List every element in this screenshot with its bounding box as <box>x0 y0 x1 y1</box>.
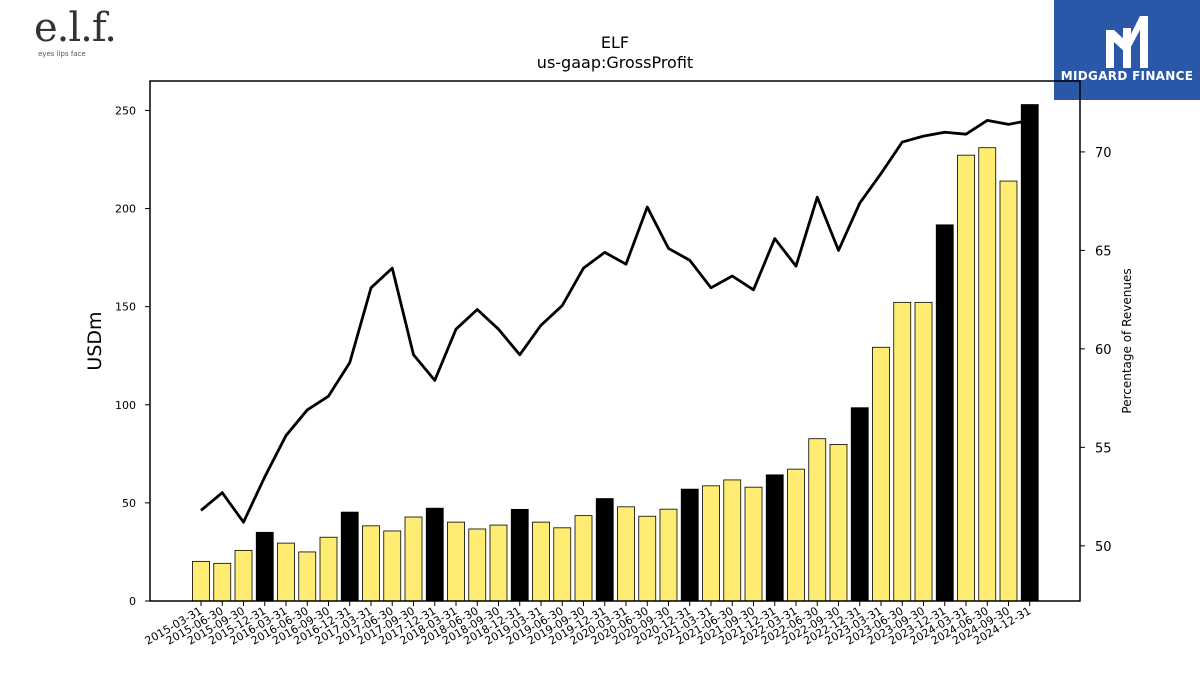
chart-subtitle: us-gaap:GrossProfit <box>537 53 693 72</box>
y2-tick-label: 55 <box>1095 441 1112 456</box>
line-series <box>200 118 1031 524</box>
y2-axis-label: Percentage of Revenues <box>1120 268 1134 413</box>
midgard-finance-name: MIDGARD FINANCE <box>1060 69 1194 83</box>
bar-2018-06-30 <box>468 528 487 602</box>
bar-2021-03-31 <box>702 485 720 602</box>
bar-2023-09-30 <box>914 301 933 602</box>
bar-2019-12-31 <box>595 498 614 602</box>
bar-2019-06-30 <box>553 527 572 602</box>
bar-2024-12-31 <box>1020 104 1039 602</box>
elf-wordmark: e.l.f. <box>34 5 117 51</box>
elf-tagline: eyes lips face <box>38 50 86 58</box>
bar-2022-06-30 <box>808 438 827 602</box>
bar-2023-03-31 <box>872 346 890 602</box>
bar-2018-12-31 <box>510 508 529 602</box>
bar-2017-06-30 <box>383 530 402 602</box>
y2-tick-label: 50 <box>1095 540 1112 555</box>
bar-2017-12-31 <box>425 507 444 602</box>
bar-series <box>192 104 1039 602</box>
y2-tick-label: 70 <box>1095 146 1112 161</box>
bar-2017-03-31 <box>362 525 380 602</box>
bar-2020-09-30 <box>659 508 678 602</box>
chart-title: ELF <box>601 33 629 52</box>
plot-frame <box>149 80 1081 602</box>
bar-2021-09-30 <box>744 486 763 602</box>
bar-2016-03-31 <box>277 542 295 602</box>
bar-2019-09-30 <box>574 515 593 602</box>
y-tick-label: 150 <box>115 301 136 314</box>
bar-2018-03-31 <box>447 521 465 602</box>
bar-2015-09-30 <box>234 549 253 602</box>
axes: 05010015020025050556065702015-03-312015-… <box>115 80 1112 648</box>
bar-2015-06-30 <box>213 562 232 602</box>
bar-2024-09-30 <box>999 180 1018 602</box>
y-axis-label: USDm <box>84 311 106 370</box>
bar-2015-12-31 <box>255 531 274 602</box>
bar-2016-09-30 <box>319 536 338 602</box>
y-tick-label: 100 <box>115 399 136 412</box>
bar-2022-09-30 <box>829 444 848 602</box>
bar-2023-12-31 <box>935 224 954 602</box>
bar-2022-12-31 <box>850 407 869 602</box>
bar-2020-06-30 <box>638 515 657 602</box>
bar-2021-06-30 <box>723 479 742 602</box>
bar-2021-12-31 <box>765 474 784 602</box>
bar-2017-09-30 <box>404 516 423 602</box>
bar-2020-03-31 <box>617 506 635 602</box>
y-tick-label: 0 <box>129 595 136 608</box>
y2-tick-label: 60 <box>1095 343 1112 358</box>
gross-margin-line <box>200 118 1031 524</box>
bar-2023-06-30 <box>893 301 912 602</box>
bar-2018-09-30 <box>489 524 508 602</box>
bar-2022-03-31 <box>787 468 805 602</box>
midgard-finance-logo: MIDGARD FINANCE <box>1054 0 1200 100</box>
bar-2019-03-31 <box>532 521 550 602</box>
bar-2024-03-31 <box>957 154 975 602</box>
bar-2016-12-31 <box>340 511 359 602</box>
bar-2024-06-30 <box>978 147 997 602</box>
bar-2020-12-31 <box>680 488 699 602</box>
y-tick-label: 250 <box>115 104 136 117</box>
y-tick-label: 50 <box>122 497 136 510</box>
bar-2016-06-30 <box>298 551 317 602</box>
midgard-mark-icon <box>1106 16 1148 68</box>
bar-2015-03-31 <box>192 560 210 602</box>
y-tick-label: 200 <box>115 203 136 216</box>
elf-logo: e.l.f. eyes lips face <box>30 4 117 62</box>
y2-tick-label: 65 <box>1095 244 1112 259</box>
